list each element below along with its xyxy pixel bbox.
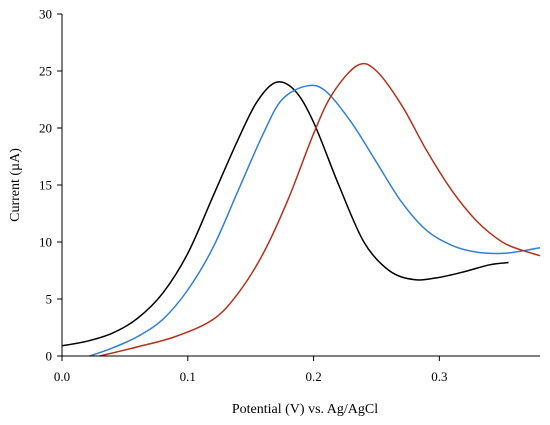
x-tick-label: 0.3 (431, 369, 447, 384)
y-tick-label: 20 (39, 121, 52, 136)
y-tick-label: 10 (39, 235, 52, 250)
y-tick-label: 5 (46, 292, 53, 307)
y-axis-title: Current (µA) (8, 148, 23, 222)
x-tick-label: 0.0 (54, 369, 70, 384)
series-line-1 (61, 81, 509, 347)
y-tick-label: 25 (39, 64, 52, 79)
x-tick-label: 0.2 (305, 369, 321, 384)
x-tick-label: 0.1 (180, 369, 196, 384)
axes (61, 14, 540, 357)
series-line-2 (89, 84, 541, 357)
x-axis-title: Potential (V) vs. Ag/AgCl (232, 402, 378, 417)
plot-lines (61, 62, 541, 357)
y-tick-label: 15 (39, 178, 52, 193)
y-tick-label: 0 (46, 349, 53, 364)
series-line-3 (99, 62, 541, 357)
y-ticks: 0 5 10 15 20 25 30 (39, 7, 62, 364)
y-tick-label: 30 (39, 7, 52, 22)
x-ticks: 0.0 0.1 0.2 0.3 (54, 356, 447, 384)
